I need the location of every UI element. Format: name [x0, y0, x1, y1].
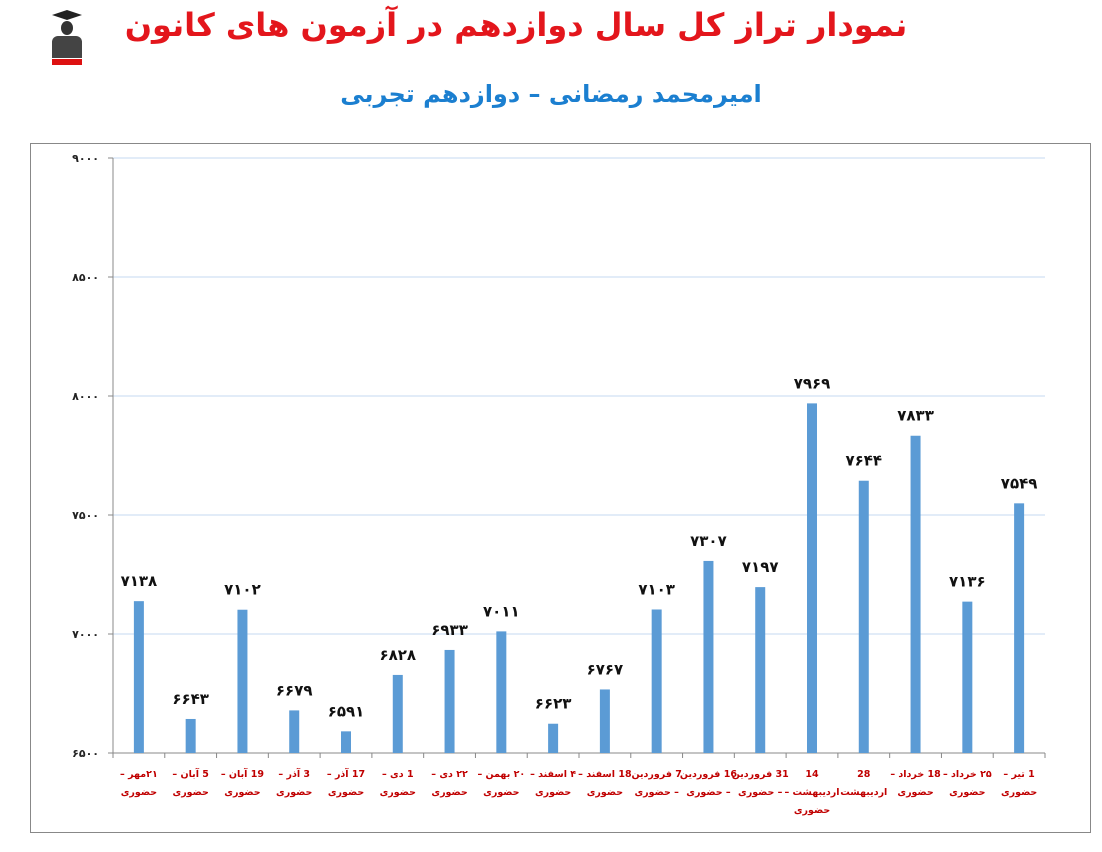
y-tick-label: ۷۵۰۰ — [72, 509, 99, 522]
x-tick-label: 7 فروردین — [631, 769, 681, 780]
x-tick-label: حضوری — [121, 787, 157, 798]
x-tick-label: 18 خرداد – — [890, 769, 941, 780]
bar — [703, 560, 714, 753]
bar — [341, 731, 351, 753]
bar — [599, 689, 610, 753]
x-tick-label: 16 فروردین — [680, 769, 737, 780]
x-tick-label: 1 دی – — [382, 769, 414, 780]
x-tick-label: حضوری — [794, 805, 830, 816]
data-label: ۷۰۱۱ — [483, 602, 520, 620]
y-tick-label: ۶۵۰۰ — [72, 747, 99, 760]
x-tick-label: 28 — [857, 769, 871, 780]
data-label: ۷۱۰۲ — [224, 581, 261, 599]
logo-body — [52, 36, 82, 58]
x-tick-label: حضوری — [328, 787, 364, 798]
x-tick-label: اردیبهشت — [840, 787, 887, 798]
axis-layer: ۶۵۰۰ ۷۰۰۰ ۷۵۰۰ ۸۰۰۰ ۸۵۰۰ ۹۰۰۰ — [72, 152, 1046, 760]
bar — [962, 601, 973, 753]
x-tick-label: 5 آبان – — [172, 767, 209, 780]
y-tick-label: ۹۰۰۰ — [72, 152, 99, 165]
bar — [651, 609, 662, 753]
data-label: ۷۳۰۷ — [690, 532, 727, 550]
x-tick-label: ۲۵ خرداد – — [943, 769, 992, 780]
bar — [133, 601, 144, 753]
x-tick-label: 14 — [805, 769, 819, 780]
data-label: ۶۵۹۱ — [328, 702, 365, 720]
bar — [1014, 503, 1025, 753]
logo-bar — [52, 59, 82, 65]
x-tick-label: – حضوری — [634, 787, 679, 798]
x-tick-label: ۲۲ دی – — [431, 769, 468, 780]
bar — [910, 435, 921, 753]
x-tick-label: حضوری — [483, 787, 519, 798]
bar — [237, 609, 248, 753]
data-label: ۶۷۶۷ — [587, 660, 624, 678]
y-tick-label: ۸۰۰۰ — [72, 390, 99, 403]
logo-head — [61, 21, 73, 35]
x-tick-label: 18 اسفند – — [578, 769, 632, 780]
bar — [807, 403, 817, 753]
category-label-layer: ۲۱مهر – حضوری 5 آبان – حضوری 19 آبان – حضوری 3… — [120, 767, 1037, 816]
data-label: ۶۶۷۹ — [276, 681, 313, 699]
x-tick-label: حضوری — [172, 787, 208, 798]
x-tick-label: ۴ اسفند – — [530, 769, 576, 780]
bar — [185, 718, 196, 753]
data-label: ۷۶۴۴ — [845, 452, 882, 470]
bar — [392, 674, 403, 753]
bar — [444, 649, 455, 753]
chart-title: نمودار تراز کل سال دوازدهم در آزمون های … — [124, 6, 908, 44]
x-tick-label: حضوری — [431, 787, 467, 798]
chart-frame — [30, 143, 1091, 833]
chart-subtitle: امیرمحمد رمضانی – دوازدهم تجربی — [340, 80, 762, 108]
bar-layer — [133, 403, 1025, 753]
x-tick-label: ۲۰ بهمن – — [477, 769, 525, 780]
x-tick-label: 17 آذر – — [327, 767, 365, 780]
x-tick-label: – حضوری — [686, 787, 731, 798]
x-tick-label: حضوری — [224, 787, 260, 798]
x-tick-label: حضوری — [897, 787, 933, 798]
x-tick-label: حضوری — [949, 787, 985, 798]
data-label: ۶۹۳۳ — [431, 621, 468, 639]
x-tick-label: 31 فروردین — [732, 769, 789, 780]
bar — [548, 723, 559, 753]
data-label: ۶۶۲۳ — [535, 695, 572, 713]
x-tick-label: 1 تیر – — [1003, 769, 1034, 780]
data-label: ۶۶۴۳ — [172, 690, 209, 708]
grid-layer — [113, 157, 1045, 635]
x-tick-label: ۲۱مهر – — [120, 769, 158, 780]
bar — [289, 710, 300, 753]
data-label: ۷۵۴۹ — [1001, 474, 1038, 492]
bar — [755, 587, 766, 753]
data-label: ۷۱۹۷ — [742, 558, 779, 576]
x-tick-label: 3 آذر – — [278, 767, 310, 780]
x-tick-label: اردیبهشت – — [784, 787, 839, 798]
bar — [858, 480, 869, 753]
x-tick-label: – حضوری — [738, 787, 783, 798]
x-tick-label: حضوری — [276, 787, 312, 798]
x-tick-label: حضوری — [587, 787, 623, 798]
kanoon-logo — [50, 10, 84, 74]
x-tick-label: حضوری — [380, 787, 416, 798]
data-label: ۶۸۲۸ — [379, 646, 416, 664]
bar — [496, 631, 507, 753]
y-tick-label: ۸۵۰۰ — [72, 271, 99, 284]
data-label: ۷۱۳۶ — [949, 573, 986, 591]
graduation-cap-icon — [52, 10, 82, 20]
y-tick-label: ۷۰۰۰ — [72, 628, 99, 641]
data-label: ۷۱۰۳ — [638, 580, 675, 598]
data-label: ۷۹۶۹ — [794, 374, 831, 392]
label-layer: ۷۱۳۸ ۶۶۴۳ ۷۱۰۲ ۶۶۷۹ ۶۵۹۱ ۶۸۲۸ ۶۹۳۳ ۷۰۱۱ ۶۶۲۳ ۶۷۶۷… — [121, 374, 1038, 720]
x-tick-label: حضوری — [535, 787, 571, 798]
x-tick-label: 19 آبان – — [221, 767, 264, 780]
data-label: ۷۱۳۸ — [121, 572, 158, 590]
x-tick-label: حضوری — [1001, 787, 1037, 798]
data-label: ۷۸۳۳ — [897, 407, 934, 425]
